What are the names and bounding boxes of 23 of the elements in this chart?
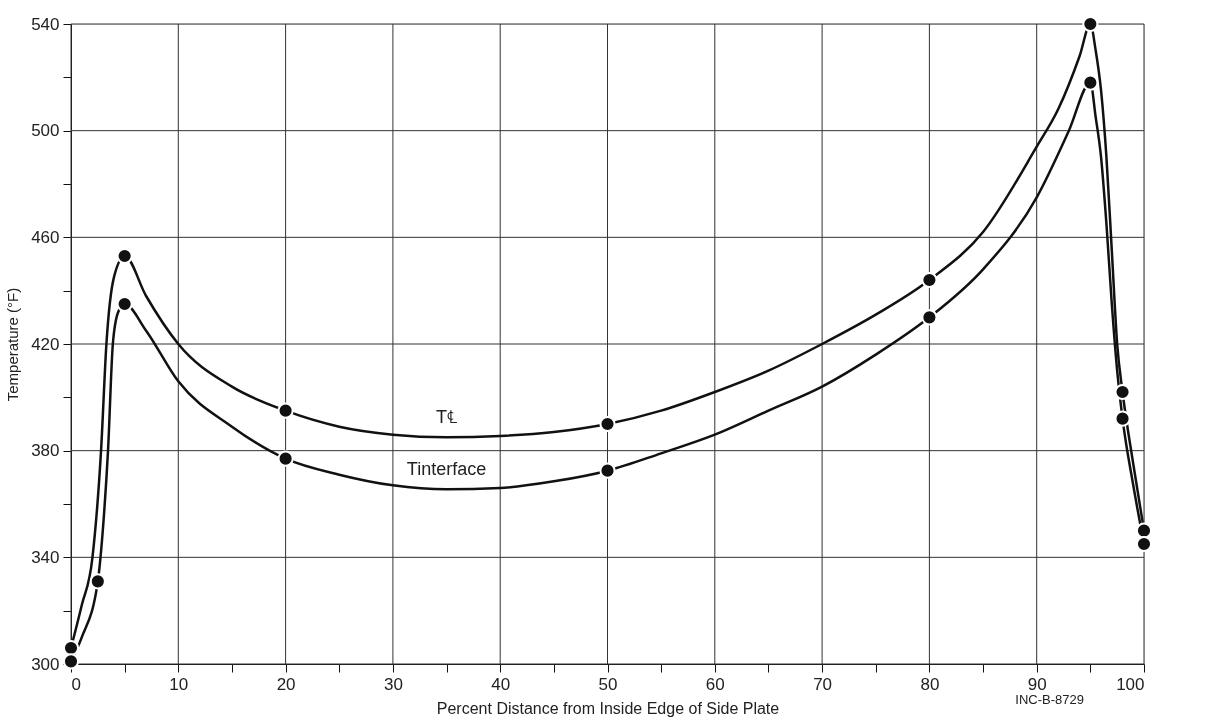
y-axis-title: Temperature (°F) xyxy=(4,287,22,402)
y-tick-label: 500 xyxy=(31,121,60,141)
x-tick-label: 30 xyxy=(383,674,403,694)
x-tick-label: 70 xyxy=(813,674,833,694)
text: INC-B-8729 xyxy=(1015,692,1084,707)
y-tick-label: 380 xyxy=(31,441,60,461)
x-tick-label: 40 xyxy=(491,674,511,694)
y-tick-label: 420 xyxy=(31,334,60,354)
x-tick-label: 80 xyxy=(920,674,940,694)
x-tick-label: 0 xyxy=(71,674,81,694)
y-tick-label: 540 xyxy=(31,14,60,34)
series-label: Tinterface xyxy=(406,459,487,480)
x-tick-label: 10 xyxy=(169,674,189,694)
series-label: T℄ xyxy=(436,407,458,428)
x-tick-label: 20 xyxy=(276,674,296,694)
x-tick-label: 100 xyxy=(1116,674,1145,694)
y-tick-label: 300 xyxy=(31,654,60,674)
x-axis-title: Percent Distance from Inside Edge of Side Plate xyxy=(436,699,780,717)
y-tick-label: 340 xyxy=(31,547,60,567)
x-tick-label: 50 xyxy=(598,674,618,694)
x-tick-label: 60 xyxy=(705,674,725,694)
x-tick-label: 90 xyxy=(1027,674,1047,694)
y-tick-label: 460 xyxy=(31,227,60,247)
